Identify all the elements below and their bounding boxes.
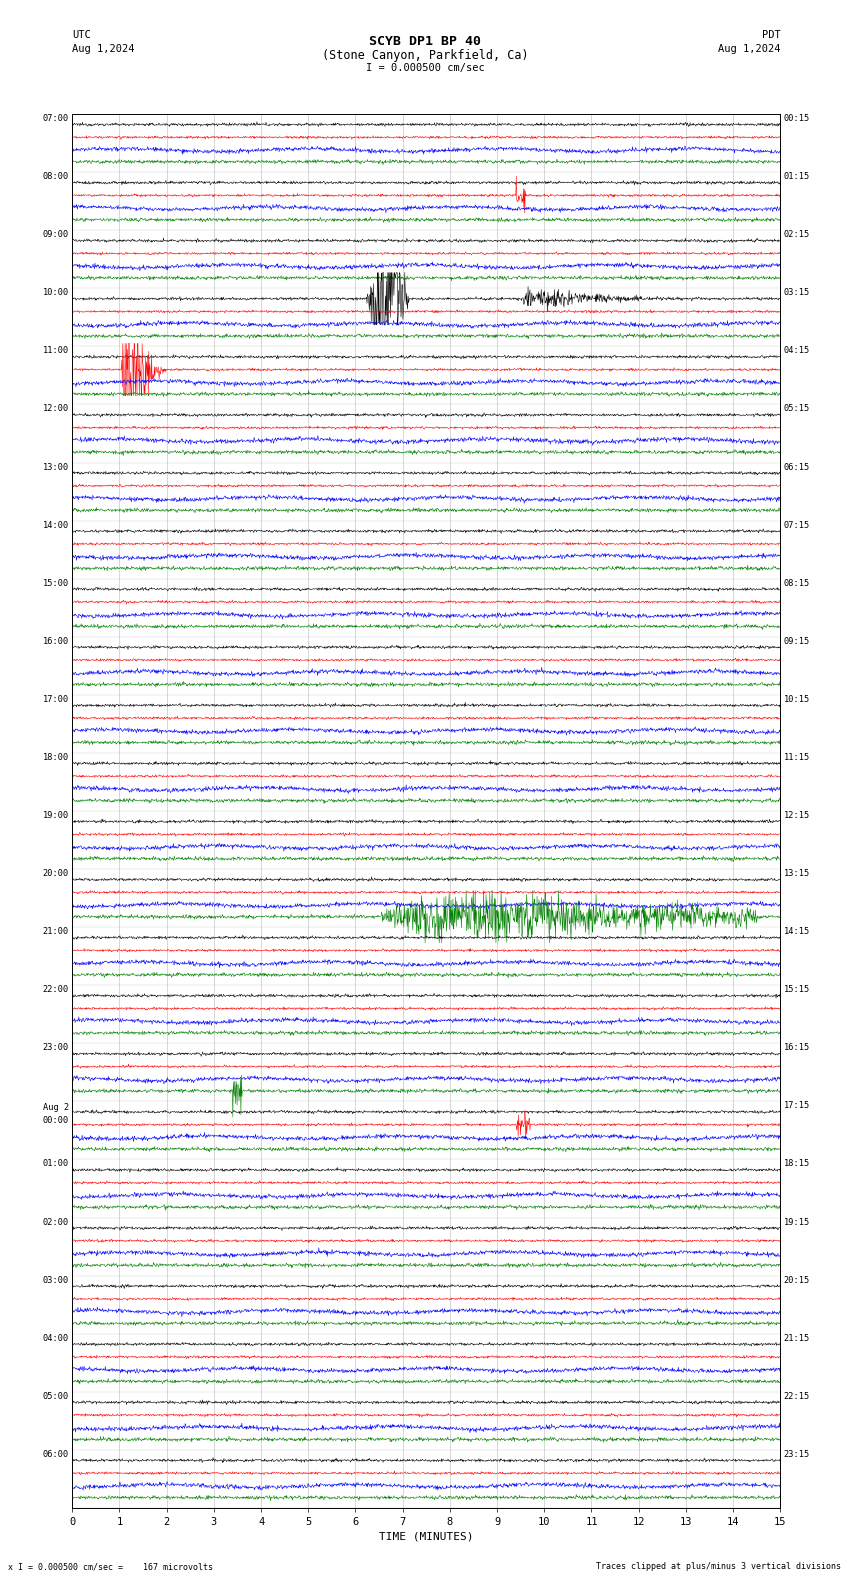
Text: Aug 1,2024: Aug 1,2024: [717, 44, 780, 54]
Text: 19:00: 19:00: [42, 811, 69, 821]
Text: 03:00: 03:00: [42, 1275, 69, 1285]
Text: 21:00: 21:00: [42, 927, 69, 936]
Text: x I = 0.000500 cm/sec =    167 microvolts: x I = 0.000500 cm/sec = 167 microvolts: [8, 1562, 213, 1571]
Text: 05:15: 05:15: [784, 404, 810, 413]
Text: SCYB DP1 BP 40: SCYB DP1 BP 40: [369, 35, 481, 48]
Text: PDT: PDT: [762, 30, 780, 40]
Text: 10:15: 10:15: [784, 695, 810, 703]
Text: 10:00: 10:00: [42, 288, 69, 298]
Text: 07:15: 07:15: [784, 521, 810, 529]
Text: 00:00: 00:00: [42, 1115, 69, 1125]
Text: 11:15: 11:15: [784, 752, 810, 762]
Text: 22:15: 22:15: [784, 1392, 810, 1400]
Text: (Stone Canyon, Parkfield, Ca): (Stone Canyon, Parkfield, Ca): [321, 49, 529, 62]
Text: 14:00: 14:00: [42, 521, 69, 529]
Text: Aug 1,2024: Aug 1,2024: [72, 44, 135, 54]
Text: 16:15: 16:15: [784, 1044, 810, 1052]
Text: 20:00: 20:00: [42, 870, 69, 878]
Text: 14:15: 14:15: [784, 927, 810, 936]
Text: 13:00: 13:00: [42, 463, 69, 472]
Text: 07:00: 07:00: [42, 114, 69, 124]
Text: 04:15: 04:15: [784, 347, 810, 355]
Text: 08:00: 08:00: [42, 173, 69, 181]
Text: 15:15: 15:15: [784, 985, 810, 995]
Text: 16:00: 16:00: [42, 637, 69, 646]
Text: 18:15: 18:15: [784, 1159, 810, 1169]
X-axis label: TIME (MINUTES): TIME (MINUTES): [379, 1532, 473, 1541]
Text: 00:15: 00:15: [784, 114, 810, 124]
Text: 12:15: 12:15: [784, 811, 810, 821]
Text: 18:00: 18:00: [42, 752, 69, 762]
Text: 22:00: 22:00: [42, 985, 69, 995]
Text: 23:00: 23:00: [42, 1044, 69, 1052]
Text: 04:00: 04:00: [42, 1334, 69, 1343]
Text: 02:00: 02:00: [42, 1218, 69, 1226]
Text: 21:15: 21:15: [784, 1334, 810, 1343]
Text: I = 0.000500 cm/sec: I = 0.000500 cm/sec: [366, 63, 484, 73]
Text: 17:15: 17:15: [784, 1101, 810, 1110]
Text: 06:00: 06:00: [42, 1449, 69, 1459]
Text: 23:15: 23:15: [784, 1449, 810, 1459]
Text: 11:00: 11:00: [42, 347, 69, 355]
Text: 09:15: 09:15: [784, 637, 810, 646]
Text: 02:15: 02:15: [784, 230, 810, 239]
Text: 12:00: 12:00: [42, 404, 69, 413]
Text: 15:00: 15:00: [42, 578, 69, 588]
Text: 17:00: 17:00: [42, 695, 69, 703]
Text: UTC: UTC: [72, 30, 91, 40]
Text: Aug 2: Aug 2: [42, 1102, 69, 1112]
Text: 05:00: 05:00: [42, 1392, 69, 1400]
Text: 06:15: 06:15: [784, 463, 810, 472]
Text: 03:15: 03:15: [784, 288, 810, 298]
Text: 08:15: 08:15: [784, 578, 810, 588]
Text: 09:00: 09:00: [42, 230, 69, 239]
Text: 01:00: 01:00: [42, 1159, 69, 1169]
Text: 20:15: 20:15: [784, 1275, 810, 1285]
Text: 19:15: 19:15: [784, 1218, 810, 1226]
Text: Traces clipped at plus/minus 3 vertical divisions: Traces clipped at plus/minus 3 vertical …: [597, 1562, 842, 1571]
Text: 01:15: 01:15: [784, 173, 810, 181]
Text: 13:15: 13:15: [784, 870, 810, 878]
